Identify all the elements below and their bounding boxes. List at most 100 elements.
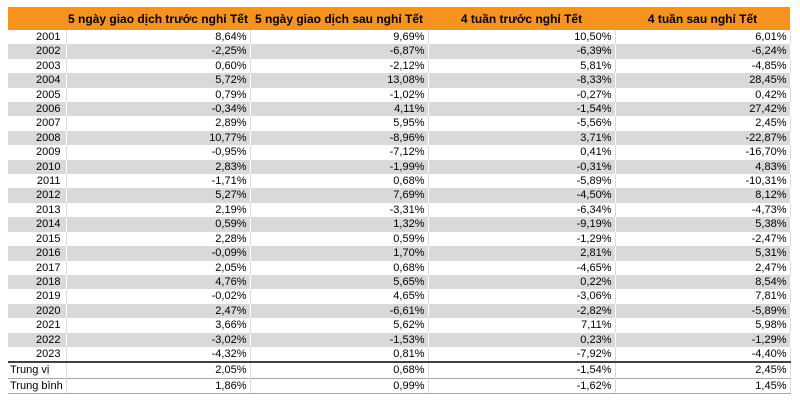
value-cell: -0,27% <box>428 87 616 103</box>
value-cell: -7,12% <box>250 145 429 160</box>
value-cell: -2,82% <box>428 303 616 319</box>
value-cell: 2,89% <box>66 116 251 131</box>
value-cell: -0,34% <box>66 102 251 117</box>
value-cell: 5,31% <box>615 246 791 261</box>
value-cell: 8,54% <box>615 274 791 290</box>
value-cell: 5,62% <box>250 318 429 333</box>
value-cell: -1,29% <box>615 332 791 347</box>
row-label-cell: 2007 <box>8 116 67 131</box>
table-row-2012: 2012 5,27% 7,69% -4,50% 8,12% <box>8 188 791 203</box>
value-cell: -1,99% <box>250 159 429 175</box>
value-cell: 5,98% <box>615 318 791 333</box>
value-cell: -0,09% <box>66 246 251 261</box>
value-cell: 0,60% <box>66 58 251 74</box>
value-cell: 6,01% <box>615 30 791 45</box>
value-cell: -5,89% <box>428 174 616 189</box>
value-cell: -1,54% <box>428 361 616 379</box>
value-cell: 5,95% <box>250 116 429 131</box>
value-cell: 0,59% <box>66 217 251 232</box>
row-label-cell: Trung bình <box>8 377 67 395</box>
value-cell: -8,33% <box>428 73 616 88</box>
value-cell: 3,71% <box>428 130 616 146</box>
value-cell: 27,42% <box>615 102 791 117</box>
table-row-2021: 2021 3,66% 5,62% 7,11% 5,98% <box>8 318 791 333</box>
table-row-2008: 2008 10,77% -8,96% 3,71% -22,87% <box>8 130 791 146</box>
row-label-cell: 2005 <box>8 87 67 103</box>
row-label-cell: 2020 <box>8 303 67 319</box>
table-row-2019: 2019 -0,02% 4,65% -3,06% 7,81% <box>8 289 791 304</box>
value-cell: 4,76% <box>66 274 251 290</box>
row-label-cell: 2010 <box>8 159 67 175</box>
table-row-2022: 2022 -3,02% -1,53% 0,23% -1,29% <box>8 332 791 347</box>
row-label-cell: 2011 <box>8 174 67 189</box>
value-cell: 0,68% <box>250 174 429 189</box>
value-cell: -1,02% <box>250 87 429 103</box>
header-row: 5 ngày giao dịch trước nghỉ Tết 5 ngày gi… <box>8 7 790 30</box>
value-cell: -4,40% <box>615 346 791 363</box>
value-cell: -4,32% <box>66 346 251 363</box>
value-cell: 2,05% <box>66 361 251 379</box>
value-cell: 1,70% <box>250 246 429 261</box>
value-cell: -6,34% <box>428 202 616 218</box>
row-label-cell: 2002 <box>8 44 67 59</box>
row-label-cell: 2016 <box>8 246 67 261</box>
table-row-2002: 2002 -2,25% -6,87% -6,39% -6,24% <box>8 44 791 59</box>
table-row-2023: 2023 -4,32% 0,81% -7,92% -4,40% <box>8 346 791 363</box>
value-cell: 2,83% <box>66 159 251 175</box>
value-cell: 4,83% <box>615 159 791 175</box>
value-cell: -2,12% <box>250 58 429 74</box>
row-label-cell: 2012 <box>8 188 67 203</box>
value-cell: 2,45% <box>615 116 791 131</box>
table-row-2001: 2001 8,64% 9,69% 10,50% 6,01% <box>8 30 791 45</box>
summary-row: Trung vị 2,05% 0,68% -1,54% 2,45% <box>8 361 791 379</box>
row-label-cell: 2022 <box>8 332 67 347</box>
value-cell: 8,12% <box>615 188 791 203</box>
value-cell: 1,86% <box>66 377 251 395</box>
value-cell: 5,38% <box>615 217 791 232</box>
table-row-2020: 2020 2,47% -6,61% -2,82% -5,89% <box>8 303 791 319</box>
row-label-cell: 2008 <box>8 130 67 146</box>
table-row-2005: 2005 0,79% -1,02% -0,27% 0,42% <box>8 87 791 103</box>
value-cell: -0,95% <box>66 145 251 160</box>
row-label-cell: 2023 <box>8 346 67 363</box>
value-cell: 0,81% <box>250 346 429 363</box>
row-label-cell: 2019 <box>8 289 67 304</box>
table-row-2009: 2009 -0,95% -7,12% 0,41% -16,70% <box>8 145 791 160</box>
row-label-cell: 2015 <box>8 231 67 247</box>
value-cell: 2,47% <box>66 303 251 319</box>
value-cell: -8,96% <box>250 130 429 146</box>
value-cell: 7,69% <box>250 188 429 203</box>
row-label-cell: 2006 <box>8 102 67 117</box>
value-cell: -1,53% <box>250 332 429 347</box>
value-cell: 0,68% <box>250 260 429 275</box>
value-cell: -0,02% <box>66 289 251 304</box>
value-cell: 10,50% <box>428 30 616 45</box>
value-cell: 2,05% <box>66 260 251 275</box>
row-label-cell: Trung vị <box>8 361 67 379</box>
value-cell: 10,77% <box>66 130 251 146</box>
value-cell: 4,65% <box>250 289 429 304</box>
value-cell: -4,50% <box>428 188 616 203</box>
table-row-2015: 2015 2,28% 0,59% -1,29% -2,47% <box>8 231 791 247</box>
value-cell: -6,87% <box>250 44 429 59</box>
value-cell: -6,61% <box>250 303 429 319</box>
tet-holiday-returns-table: 5 ngày giao dịch trước nghỉ Tết 5 ngày gi… <box>8 7 791 395</box>
table-row-2018: 2018 4,76% 5,65% 0,22% 8,54% <box>8 274 791 290</box>
value-cell: 0,22% <box>428 274 616 290</box>
value-cell: -1,29% <box>428 231 616 247</box>
value-cell: 2,47% <box>615 260 791 275</box>
row-label-cell: 2018 <box>8 274 67 290</box>
table-row-2010: 2010 2,83% -1,99% -0,31% 4,83% <box>8 159 791 175</box>
value-cell: -4,65% <box>428 260 616 275</box>
value-cell: 0,41% <box>428 145 616 160</box>
table-row-2003: 2003 0,60% -2,12% 5,81% -4,85% <box>8 58 791 74</box>
value-cell: -1,54% <box>428 102 616 117</box>
value-cell: 2,45% <box>615 361 791 379</box>
value-cell: 3,66% <box>66 318 251 333</box>
value-cell: 0,23% <box>428 332 616 347</box>
row-label-cell: 2003 <box>8 58 67 74</box>
value-cell: 0,42% <box>615 87 791 103</box>
value-cell: -16,70% <box>615 145 791 160</box>
row-label-cell: 2021 <box>8 318 67 333</box>
